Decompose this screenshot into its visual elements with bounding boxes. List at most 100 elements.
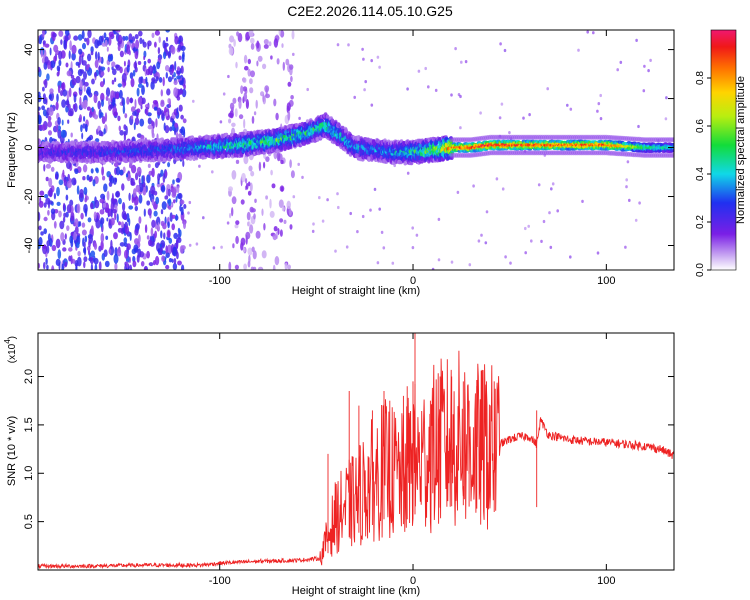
heatmap-cell: [229, 35, 235, 43]
heatmap-cell: [82, 42, 86, 50]
heatmap-cell: [252, 250, 257, 260]
heatmap-cell: [44, 56, 49, 65]
heatmap-cell: [119, 169, 124, 176]
heatmap-cell: [138, 194, 143, 204]
heatmap-cell: [115, 191, 120, 198]
heatmap-cell: [228, 261, 232, 270]
heatmap-cell: [119, 130, 124, 136]
heatmap-cell: [104, 39, 108, 47]
heatmap-cell: [165, 65, 170, 72]
heatmap-cell: [74, 168, 79, 174]
heatmap-cell: [77, 250, 81, 257]
heatmap-cell: [176, 107, 179, 114]
heatmap-cell: [664, 117, 668, 121]
heatmap-cell: [40, 49, 44, 58]
heatmap-cell: [376, 261, 380, 265]
heatmap-cell: [115, 30, 121, 33]
heatmap-cell: [67, 119, 70, 124]
heatmap-cell: [233, 39, 236, 47]
heatmap-cell: [39, 190, 45, 196]
heatmap-cell: [89, 175, 93, 182]
heatmap-cell: [198, 164, 201, 168]
heatmap-cell: [115, 64, 121, 71]
heatmap-cell: [57, 84, 61, 94]
heatmap-cell: [88, 239, 91, 248]
heatmap-cell: [247, 190, 252, 196]
heatmap-cell: [548, 211, 551, 215]
heatmap-cell: [118, 125, 122, 132]
heatmap-cell: [69, 199, 74, 207]
heatmap-cell: [171, 258, 174, 263]
heatmap-cell: [48, 94, 52, 100]
heatmap-cell: [94, 71, 97, 78]
heatmap-cell: [168, 237, 173, 244]
heatmap-cell: [634, 218, 638, 222]
heatmap-cell: [146, 200, 151, 206]
heatmap-cell: [100, 240, 104, 251]
heatmap-cell: [110, 239, 113, 250]
heatmap-cell: [238, 99, 242, 109]
heatmap-cell: [130, 78, 135, 88]
heatmap-cell: [150, 81, 155, 90]
heatmap-cell: [124, 113, 128, 119]
heatmap-cell: [278, 199, 284, 208]
heatmap-cell: [121, 72, 127, 83]
heatmap-cell: [415, 233, 419, 237]
heatmap-cell: [373, 187, 377, 191]
heatmap-cell: [62, 169, 65, 178]
heatmap-cell: [160, 89, 163, 97]
heatmap-cell: [245, 182, 249, 190]
heatmap-cell: [504, 255, 507, 259]
heatmap-cell: [437, 258, 441, 262]
heatmap-cell: [124, 249, 129, 259]
heatmap-cell: [93, 114, 99, 120]
heatmap-cell: [100, 217, 105, 225]
heatmap-cell: [58, 210, 62, 218]
heatmap-cell: [406, 87, 409, 91]
heatmap-cell: [57, 249, 62, 260]
heatmap-cell: [530, 239, 533, 243]
heatmap-cell: [161, 201, 167, 210]
heatmap-cell: [272, 234, 277, 241]
heatmap-cell: [68, 87, 72, 98]
heatmap-cell: [503, 48, 507, 53]
heatmap-cell: [135, 39, 140, 50]
heatmap-cell: [99, 198, 104, 204]
heatmap-cell: [83, 186, 88, 196]
heatmap-cell: [156, 181, 161, 188]
heatmap-cell: [46, 264, 49, 270]
heatmap-cell: [165, 245, 168, 254]
heatmap-cell: [103, 249, 108, 257]
heatmap-cell: [38, 262, 41, 269]
heatmap-cell: [44, 78, 48, 89]
heatmap-cell: [163, 232, 166, 240]
heatmap-cell: [251, 115, 255, 124]
heatmap-cell: [542, 219, 546, 224]
heatmap-cell: [178, 104, 183, 112]
heatmap-cell: [45, 176, 49, 182]
heatmap-cell: [146, 174, 151, 184]
heatmap-cell: [130, 181, 136, 186]
heatmap-cell: [261, 250, 267, 259]
heatmap-cell: [134, 66, 138, 73]
heatmap-cell: [376, 55, 380, 59]
heatmap-cell: [174, 122, 179, 128]
heatmap-cell: [73, 231, 77, 241]
heatmap-cell: [131, 196, 135, 203]
heatmap-cell: [586, 30, 589, 34]
heatmap-cell: [179, 205, 182, 212]
heatmap-cell: [111, 61, 116, 68]
heatmap-cell: [38, 36, 43, 45]
heatmap-cell: [103, 183, 108, 192]
heatmap-cell: [188, 200, 192, 205]
heatmap-cell: [56, 65, 61, 72]
heatmap-cell: [166, 88, 171, 96]
heatmap-cell: [133, 122, 136, 131]
heatmap-cell: [183, 84, 186, 90]
heatmap-cell: [178, 55, 182, 61]
heatmap-cell: [83, 261, 86, 269]
heatmap-cell: [152, 100, 158, 105]
heatmap-cell: [139, 118, 145, 127]
heatmap-cell: [153, 106, 158, 111]
heatmap-cell: [378, 207, 382, 211]
